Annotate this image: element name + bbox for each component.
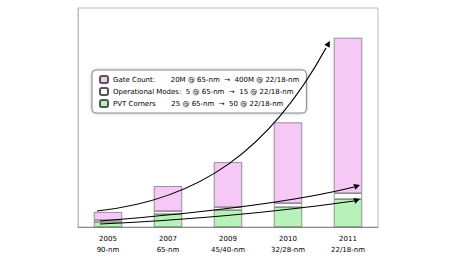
svg-text:90-nm: 90-nm — [97, 246, 120, 254]
svg-text:65-nm: 65-nm — [157, 246, 180, 254]
svg-text:2007: 2007 — [159, 235, 177, 243]
svg-text:2005: 2005 — [99, 235, 117, 243]
svg-text:32/28-nm: 32/28-nm — [271, 246, 305, 254]
svg-text:2010: 2010 — [279, 235, 297, 243]
svg-text:45/40-nm: 45/40-nm — [211, 246, 245, 254]
svg-text:22/18-nm: 22/18-nm — [331, 246, 365, 254]
svg-text:Operational Modes: 5 @ 65-nm: Operational Modes: 5 @ 65-nm → 15 @ 22/1… — [113, 88, 294, 96]
svg-text:PVT Corners 25 @ 65-nm: PVT Corners 25 @ 65-nm → 50 @ 22/18-nm — [113, 100, 284, 108]
svg-text:2011: 2011 — [339, 235, 357, 243]
svg-text:2009: 2009 — [219, 235, 237, 243]
svg-text:Gate Count: 20M @ 65-nm: Gate Count: 20M @ 65-nm → 400M @ 22/18-n… — [113, 76, 300, 84]
